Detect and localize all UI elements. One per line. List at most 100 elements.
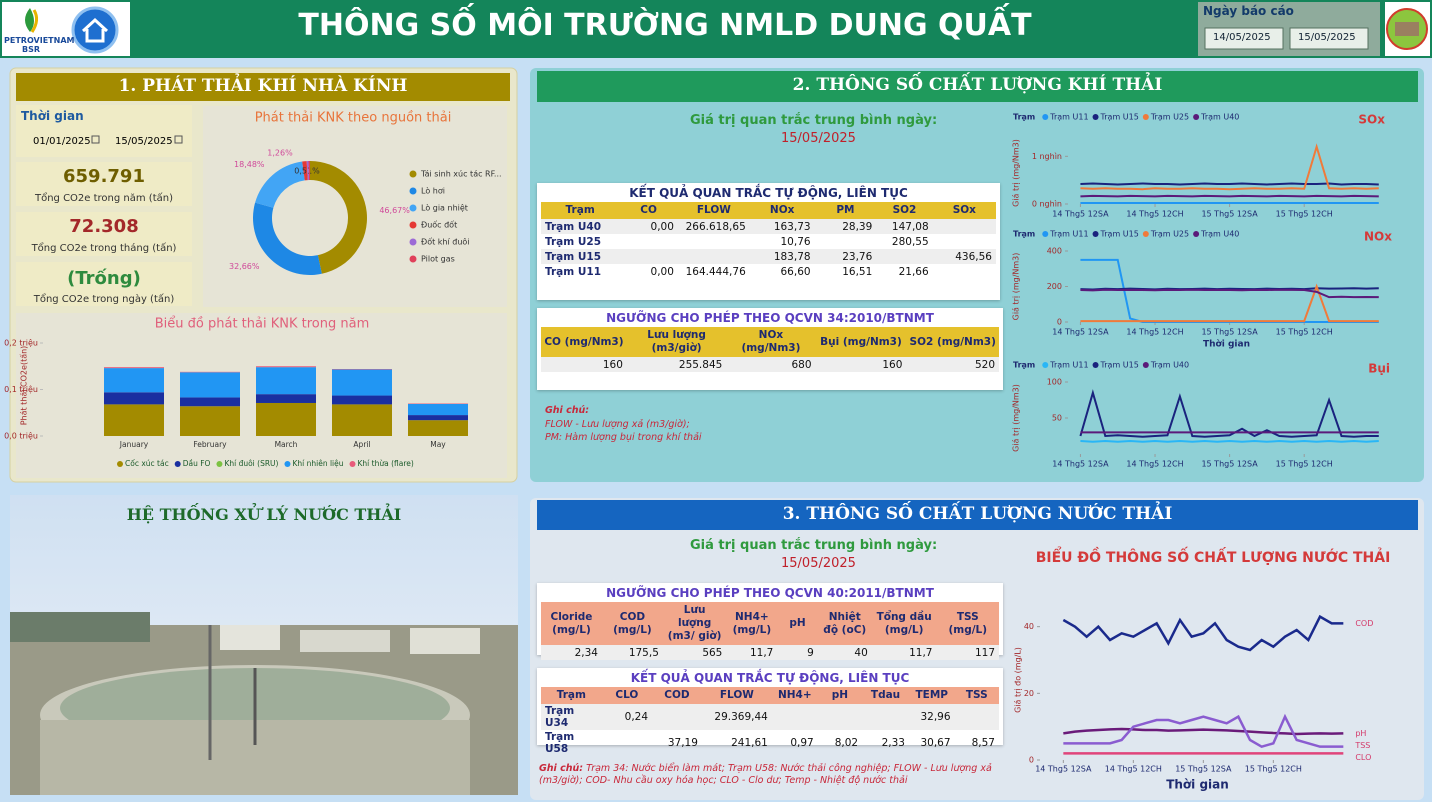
cell: 255.845	[626, 357, 727, 373]
column-header[interactable]: SO2 (mg/Nm3)	[906, 327, 999, 358]
column-header[interactable]: Trạm	[541, 687, 602, 705]
y-tick-label: 50	[1052, 414, 1062, 423]
legend-label: Lò gia nhiệt	[421, 203, 468, 213]
calendar-icon[interactable]	[174, 135, 183, 144]
donut-slice	[255, 161, 305, 208]
cell	[771, 704, 818, 731]
avg-date: 15/05/2025	[781, 131, 856, 146]
kpi-value: 659.791	[63, 166, 145, 187]
x-tick-label: 14 Thg5 12SA	[1052, 328, 1109, 337]
y-axis-title: Giá trị (mg/Nm3)	[1012, 253, 1022, 321]
column-header[interactable]: TEMP	[909, 687, 955, 705]
donut-slice	[302, 161, 308, 181]
legend-label: Trạm U15	[1100, 113, 1139, 123]
data-label: 18,48%	[234, 160, 265, 169]
cell: 9	[777, 645, 818, 661]
water-results: KẾT QUẢ QUAN TRẮC TỰ ĐỘNG, LIÊN TỤC Trạm…	[537, 668, 1003, 755]
column-header[interactable]: NH4+	[771, 687, 818, 705]
column-header[interactable]: CO (mg/Nm3)	[541, 327, 627, 358]
logo-right-plant	[1395, 22, 1419, 36]
home-button[interactable]	[71, 6, 119, 54]
series-label: TSS	[1354, 741, 1370, 750]
gas-results: KẾT QUẢ QUAN TRẮC TỰ ĐỘNG, LIÊN TỤC Trạm…	[537, 183, 1000, 300]
chart-title: BIỂU ĐỒ THÔNG SỐ CHẤT LƯỢNG NƯỚC THẢI	[1036, 546, 1391, 566]
donut-slice	[308, 161, 310, 181]
x-tick-label: January	[119, 440, 149, 449]
column-header[interactable]: NOx	[749, 202, 815, 220]
column-header[interactable]: FLOW	[677, 202, 750, 220]
cell: 0,00	[650, 265, 674, 278]
photo-tank	[410, 628, 480, 654]
cell: 11,7	[871, 645, 937, 661]
cell: Trạm U34	[541, 704, 602, 731]
column-header[interactable]: Bụi (mg/Nm3)	[815, 327, 907, 358]
column-header[interactable]: SO2	[876, 202, 933, 220]
logo-flame	[25, 8, 34, 32]
cell: 280,55	[891, 235, 929, 248]
cell: 16,51	[842, 265, 873, 278]
kpi-value: 72.308	[69, 216, 139, 237]
table: Trạm CLO COD FLOW NH4+ pH Tdau TEMP TSS Trạm U34 0…	[541, 687, 999, 756]
header-row: Trạm CLO COD FLOW NH4+ pH Tdau TEMP TSS	[541, 687, 999, 705]
y-axis-title: Phát thải CO2e(tấn)	[19, 346, 29, 426]
column-header[interactable]: Tổng dầu (mg/L)	[871, 602, 937, 646]
column-header[interactable]: CO	[619, 202, 678, 220]
column-header[interactable]: TSS	[954, 687, 999, 705]
column-header[interactable]: Lưu lượng (m3/ giờ)	[662, 602, 727, 646]
column-header[interactable]: NOx (mg/Nm3)	[726, 327, 816, 358]
bar-segment	[180, 372, 240, 398]
column-header[interactable]: pH	[777, 602, 818, 646]
column-header[interactable]: COD (mg/L)	[601, 602, 663, 646]
column-header[interactable]: NH4+ (mg/L)	[726, 602, 778, 646]
legend-label: Trạm U40	[1200, 113, 1239, 123]
bar-segment	[332, 404, 392, 436]
column-header[interactable]: PM	[814, 202, 877, 220]
column-header[interactable]: Cloride (mg/L)	[541, 602, 602, 646]
y-tick-label: 0 nghìn	[1032, 200, 1062, 209]
bar-segment	[256, 367, 316, 395]
cell: Trạm U15	[541, 249, 620, 265]
line-series	[1080, 440, 1379, 443]
bar-segment	[332, 395, 392, 405]
column-header[interactable]: TSS (mg/L)	[936, 602, 999, 646]
legend-marker	[1042, 231, 1049, 237]
chart-title: SOx	[1358, 113, 1385, 127]
x-tick-label: 14 Thg5 12SA	[1035, 765, 1092, 774]
column-header[interactable]: Trạm	[541, 202, 620, 220]
legend-label: Trạm U11	[1049, 361, 1088, 371]
row: Trạm U11 0,00 164.444,76 66,60 16,51 21,66	[541, 264, 996, 279]
gas-limits: NGƯỠNG CHO PHÉP THEO QCVN 34:2010/BTNMT …	[537, 308, 1003, 390]
x-tick-label: 15 Thg5 12SA	[1201, 460, 1258, 469]
column-header[interactable]: Nhiệt độ (oC)	[817, 602, 872, 646]
column-header[interactable]: FLOW	[701, 687, 772, 705]
table: Cloride (mg/L) COD (mg/L) Lưu lượng (m3/ g…	[541, 602, 999, 661]
cell: 160	[815, 357, 907, 373]
title-bar	[16, 73, 510, 101]
time-label: Thời gian	[21, 109, 84, 123]
column-header[interactable]: Tdau	[862, 687, 909, 705]
cell: 520	[906, 357, 999, 373]
column-header[interactable]: SOx	[932, 202, 996, 220]
note-label: Ghi chú:	[539, 763, 584, 774]
column-header[interactable]: CLO	[601, 687, 653, 705]
legend-title: Trạm	[1013, 230, 1035, 239]
date-box[interactable]	[1204, 27, 1284, 50]
home-icon	[81, 17, 109, 43]
panel-title: 2. THÔNG SỐ CHẤT LƯỢNG KHÍ THẢI	[792, 75, 1163, 95]
y-tick-label: 200	[1047, 282, 1062, 291]
row: Trạm U58 37,19 241,61 0,97 8,02 2,33 30,67 8,57	[541, 730, 999, 756]
data-label: 32,66%	[229, 262, 260, 271]
legend-marker	[1092, 362, 1099, 368]
bar-segment	[408, 403, 468, 416]
photo-hill	[10, 612, 150, 642]
calendar-icon[interactable]	[91, 135, 100, 144]
date-box[interactable]	[1289, 27, 1369, 50]
column-header[interactable]: pH	[817, 687, 863, 705]
panel-title: 1. PHÁT THẢI KHÍ NHÀ KÍNH	[118, 76, 408, 96]
legend-label: Dầu FO	[183, 459, 211, 468]
series-label: CLO	[1355, 753, 1371, 762]
cell: 21,66	[898, 265, 929, 278]
column-header[interactable]: Lưu lượng (m3/giờ)	[626, 327, 727, 358]
title-bar	[537, 71, 1418, 102]
column-header[interactable]: COD	[652, 687, 702, 705]
